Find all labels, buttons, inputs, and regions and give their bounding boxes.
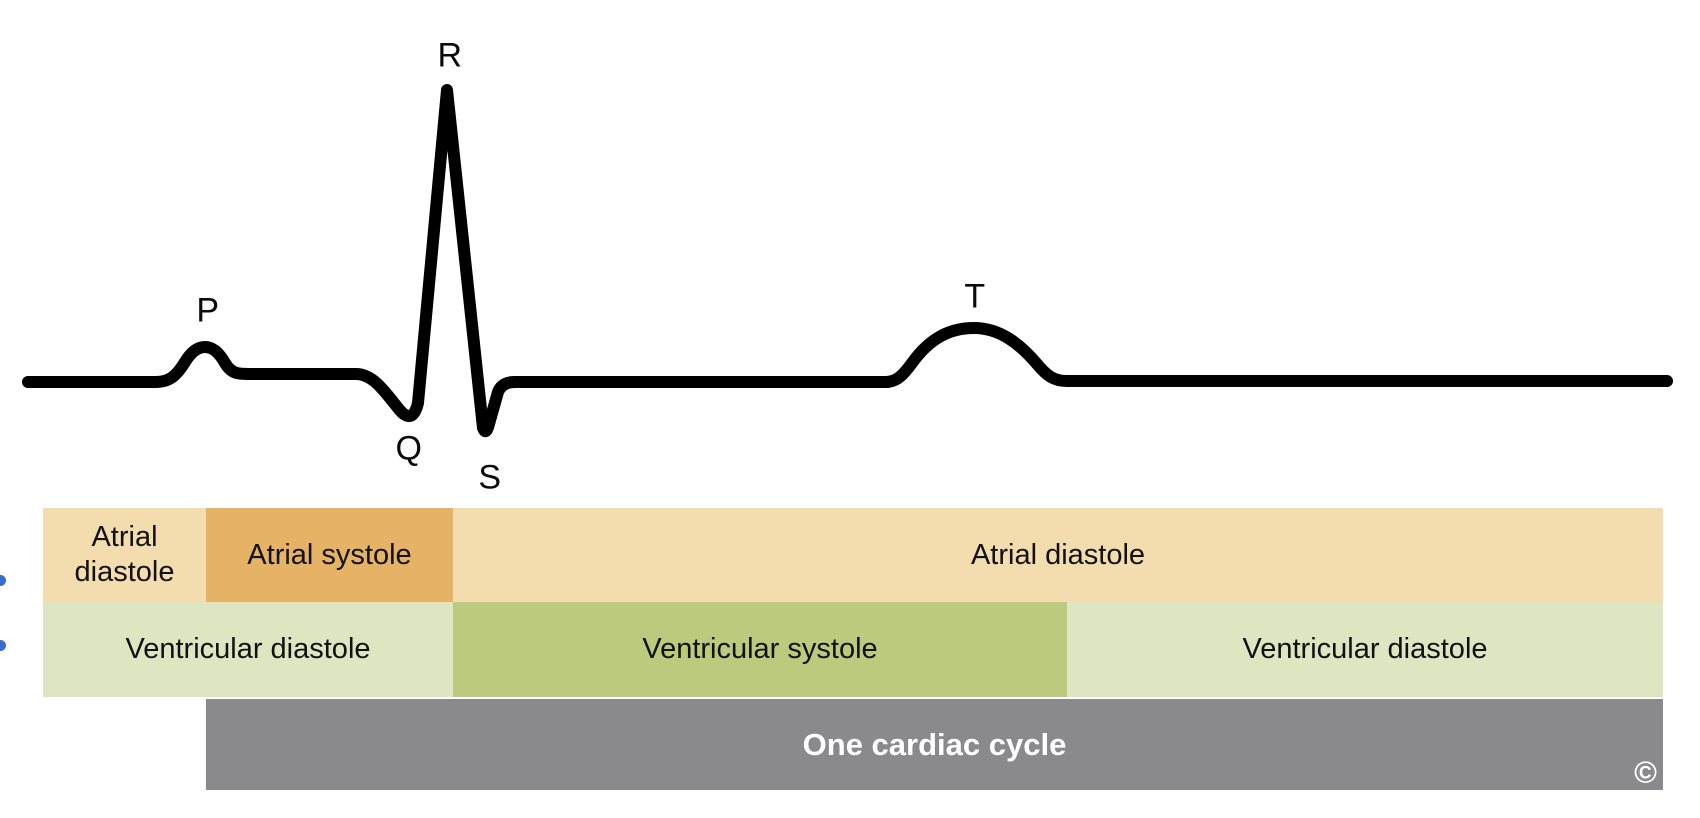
atrial-diastole-segment-1: Atrial diastole — [43, 508, 206, 602]
atrial-diastole-segment-2: Atrial diastole — [453, 508, 1663, 602]
ventricular-diastole-segment-1: Ventricular diastole — [43, 602, 453, 697]
copyright-icon: © — [1634, 755, 1657, 790]
ventricular-systole-segment: Ventricular systole — [453, 602, 1067, 697]
pointer-arrow-icon-2 — [0, 640, 6, 651]
ventricular-diastole-label-2: Ventricular diastole — [1242, 633, 1488, 665]
atrial-systole-segment: Atrial systole — [206, 508, 453, 602]
atrial-systole-label: Atrial systole — [247, 538, 412, 571]
wave-label-r: R — [437, 36, 463, 75]
ventricular-phase-row: Ventricular diastole Ventricular systole… — [43, 602, 1663, 697]
wave-label-q: Q — [395, 429, 423, 468]
ventricular-diastole-label-1: Ventricular diastole — [125, 633, 371, 665]
atrial-diastole-label-2: Atrial diastole — [970, 538, 1146, 571]
ventricular-systole-label: Ventricular systole — [642, 633, 878, 665]
atrial-diastole-label-1: Atrial diastole — [74, 521, 175, 588]
pointer-arrow-icon-1 — [0, 575, 6, 586]
atrial-phase-row: Atrial diastole Atrial systole Atrial di… — [43, 508, 1663, 602]
wave-label-s: S — [478, 458, 502, 497]
cardiac-cycle-label: One cardiac cycle — [802, 726, 1067, 762]
ventricular-diastole-segment-2: Ventricular diastole — [1067, 602, 1663, 697]
wave-label-p: P — [196, 291, 220, 330]
wave-label-t: T — [964, 277, 986, 316]
phase-bars: Atrial diastole Atrial systole Atrial di… — [43, 508, 1663, 790]
cardiac-cycle-row: One cardiac cycle © — [206, 699, 1663, 790]
